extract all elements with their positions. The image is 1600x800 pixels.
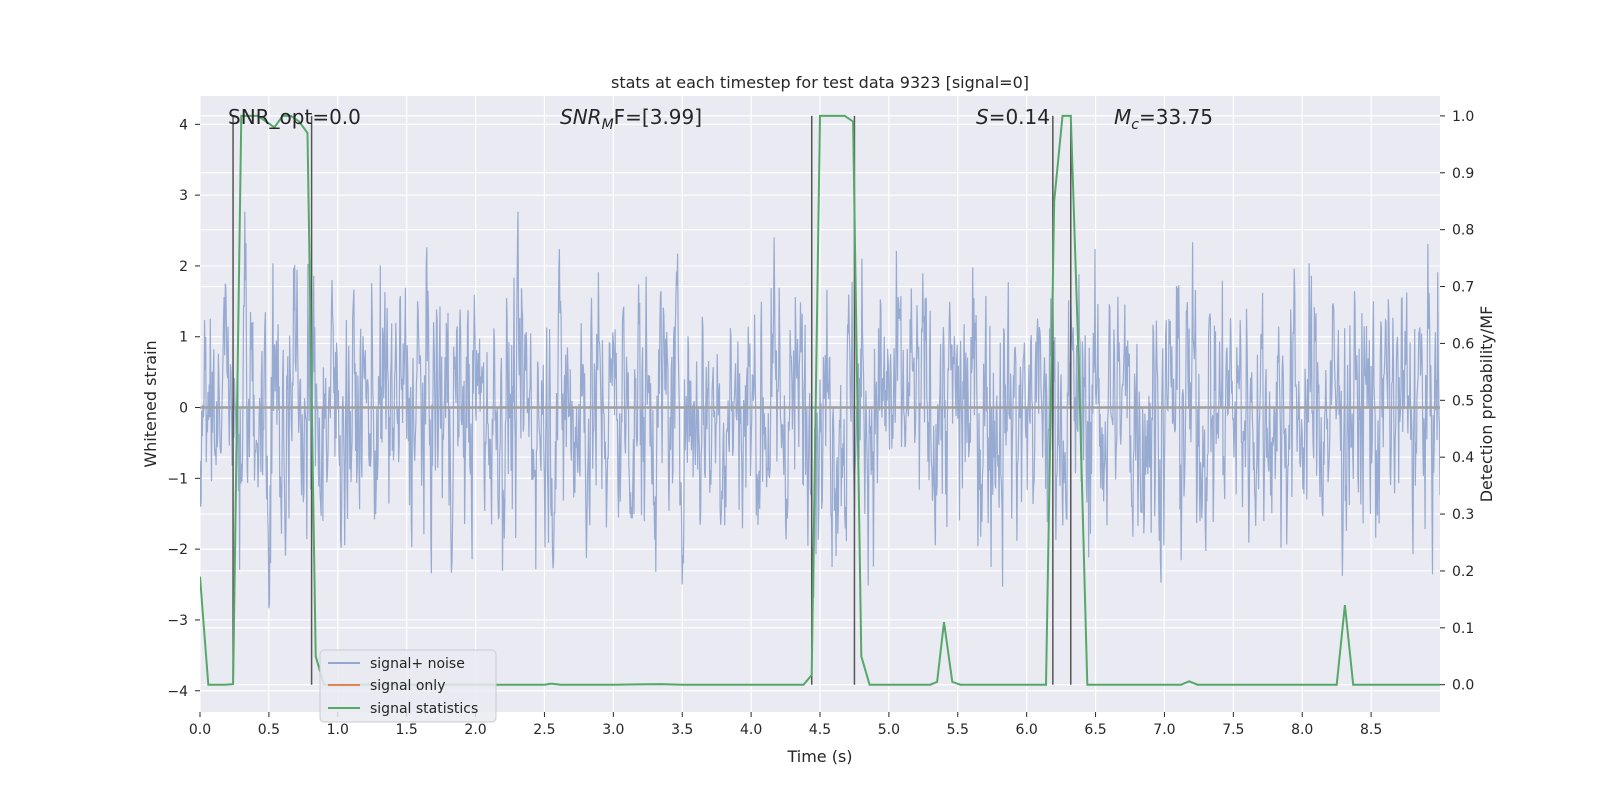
x-tick-label: 8.0: [1291, 722, 1313, 738]
x-tick-label: 0.5: [258, 722, 280, 738]
legend: signal+ noise signal only signal statist…: [319, 649, 497, 723]
x-tick-label: 1.0: [327, 722, 349, 738]
y-tick-label: 2: [179, 259, 188, 275]
x-tick-label: 4.5: [809, 722, 831, 738]
y2-tick-label: 0.5: [1452, 393, 1474, 409]
mc-value: =33.75: [1139, 105, 1213, 129]
annotation-snr-mf: SNRMF=[3.99]: [560, 105, 702, 133]
statistics-series-line: [200, 114, 1440, 686]
chart-title: stats at each timestep for test data 932…: [611, 73, 1029, 92]
annotation-snr-opt: SNR_opt=0.0: [228, 105, 361, 129]
y-tick-label: −1: [167, 471, 188, 487]
y-tick-label: 4: [179, 117, 188, 133]
y2-tick-label: 0.8: [1452, 223, 1474, 239]
x-tick-label: 2.5: [533, 722, 555, 738]
mc-symbol: M: [1114, 105, 1131, 129]
noise-series-line: [200, 211, 1440, 609]
annotation-mc: Mc=33.75: [1114, 105, 1213, 133]
y2-tick-label: 0.4: [1452, 450, 1474, 466]
y-tick-label: 1: [179, 330, 188, 346]
x-tick-label: 3.5: [671, 722, 693, 738]
x-tick-label: 6.0: [1016, 722, 1038, 738]
y-tick-label: 3: [179, 188, 188, 204]
y2-tick-label: 0.6: [1452, 336, 1474, 352]
x-tick-label: 5.0: [878, 722, 900, 738]
legend-label-statistics: signal statistics: [370, 701, 478, 717]
x-tick-label: 7.5: [1222, 722, 1244, 738]
annotation-s: S=0.14: [976, 105, 1050, 129]
y2-tick-label: 0.2: [1452, 564, 1474, 580]
y-tick-label: −3: [167, 613, 188, 629]
snr-mf-sub: M: [602, 117, 614, 133]
x-tick-label: 4.0: [740, 722, 762, 738]
y-axis-ticks: −4 −3 −2 −1 0 1 2 3 4: [167, 117, 200, 700]
y-tick-label: 0: [179, 401, 188, 417]
y-tick-label: −2: [167, 542, 188, 558]
y2-tick-label: 0.7: [1452, 280, 1474, 296]
mc-sub: c: [1131, 117, 1139, 133]
y2-axis-ticks: 0.0 0.1 0.2 0.3 0.4 0.5 0.6 0.7 0.8 0.9 1.0: [1440, 109, 1474, 694]
y-axis-label: Whitened strain: [141, 340, 160, 467]
y2-tick-label: 0.0: [1452, 678, 1474, 694]
s-value: =0.14: [989, 105, 1050, 129]
x-tick-label: 5.5: [947, 722, 969, 738]
snr-mf-base: SNR: [560, 105, 602, 129]
y-tick-label: −4: [167, 684, 188, 700]
legend-box: [319, 649, 497, 723]
y2-tick-label: 1.0: [1452, 109, 1474, 125]
snr-mf-rest: F=[3.99]: [614, 105, 702, 129]
x-tick-label: 6.5: [1084, 722, 1106, 738]
x-axis-ticks: 0.0 0.5 1.0 1.5 2.0 2.5 3.0 3.5 4.0 4.5 5.0 5.5 6.0 6…: [189, 712, 1382, 738]
x-tick-label: 0.0: [189, 722, 211, 738]
legend-label-signal-only: signal only: [370, 678, 445, 694]
x-axis-label: Time (s): [786, 747, 852, 766]
x-tick-label: 8.5: [1360, 722, 1382, 738]
plot-area: [200, 114, 1440, 686]
legend-label-noise: signal+ noise: [370, 656, 465, 672]
x-tick-label: 1.5: [396, 722, 418, 738]
y2-tick-label: 0.1: [1452, 621, 1474, 637]
y2-tick-label: 0.9: [1452, 166, 1474, 182]
y2-axis-label: Detection probability/MF: [1477, 306, 1496, 503]
y2-tick-label: 0.3: [1452, 507, 1474, 523]
x-tick-label: 3.0: [602, 722, 624, 738]
s-symbol: S: [976, 105, 989, 129]
x-tick-label: 7.0: [1153, 722, 1175, 738]
x-tick-label: 2.0: [464, 722, 486, 738]
